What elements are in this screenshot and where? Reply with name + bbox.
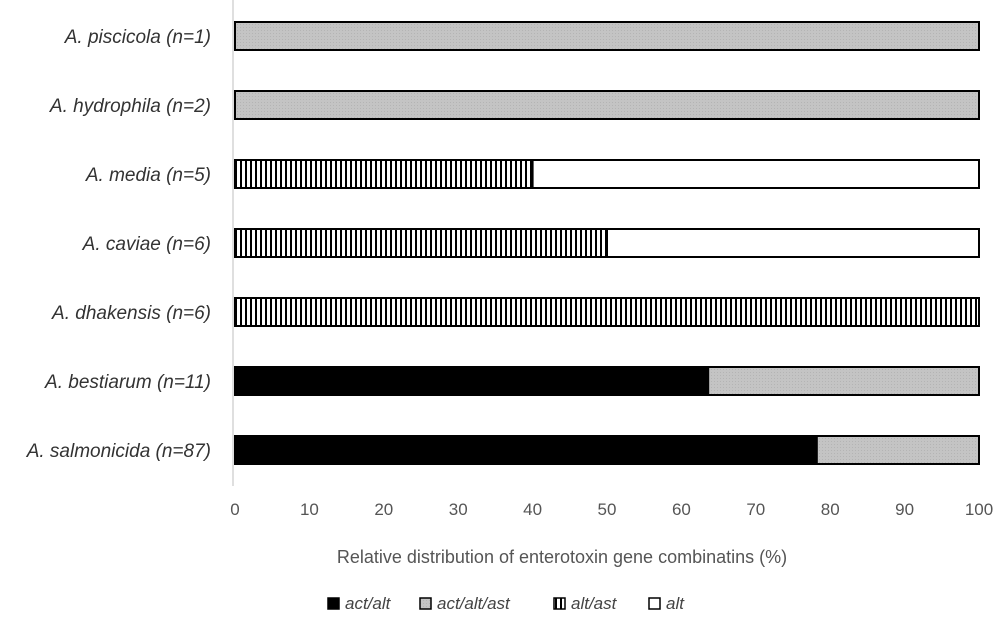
x-tick-label: 40	[523, 500, 542, 519]
x-tick-label: 100	[965, 500, 993, 519]
category-labels: A. piscicola (n=1) A. hydrophila (n=2) A. …	[26, 27, 211, 462]
bar-segment-alt	[531, 159, 980, 189]
bar-segment-alt-ast	[234, 297, 980, 327]
category-label: A. dhakensis (n=6)	[51, 303, 211, 324]
bar-segment-act-alt-ast	[234, 90, 980, 120]
x-axis-title: Relative distribution of enterotoxin gen…	[337, 547, 787, 567]
bar-segment-alt	[606, 228, 980, 258]
bar-segment-alt-ast	[234, 228, 608, 258]
legend-swatch	[327, 597, 340, 610]
bars-group	[234, 21, 981, 465]
legend-label: act/alt/ast	[437, 594, 511, 613]
x-tick-label: 60	[672, 500, 691, 519]
category-label: A. hydrophila (n=2)	[49, 96, 211, 117]
x-tick-labels: 0 10 20 30 40 50 60 70 80 90 100	[230, 500, 993, 519]
legend-swatch	[648, 597, 661, 610]
x-tick-label: 20	[374, 500, 393, 519]
legend-label: alt/ast	[571, 594, 618, 613]
bar-segment-act-alt-ast	[815, 435, 980, 465]
bar-segment-act-alt	[234, 366, 710, 396]
category-label: A. salmonicida (n=87)	[26, 441, 211, 462]
x-tick-label: 90	[895, 500, 914, 519]
category-label: A. media (n=5)	[85, 165, 211, 186]
x-tick-label: 50	[598, 500, 617, 519]
legend-label: alt	[666, 594, 685, 613]
category-label: A. piscicola (n=1)	[64, 27, 211, 48]
category-label: A. bestiarum (n=11)	[44, 372, 211, 393]
bar-segment-act-alt	[234, 435, 818, 465]
legend: act/alt act/alt/ast alt/ast alt	[327, 594, 685, 613]
bar-segment-act-alt-ast	[234, 21, 980, 51]
x-tick-label: 10	[300, 500, 319, 519]
x-tick-label: 70	[746, 500, 765, 519]
bar-segment-alt-ast	[234, 159, 534, 189]
x-tick-label: 30	[449, 500, 468, 519]
bar-segment-act-alt-ast	[707, 366, 981, 396]
x-tick-label: 0	[230, 500, 239, 519]
legend-label: act/alt	[345, 594, 392, 613]
legend-swatch	[419, 597, 432, 610]
x-tick-label: 80	[821, 500, 840, 519]
legend-swatch	[553, 597, 566, 610]
category-label: A. caviae (n=6)	[82, 234, 211, 255]
